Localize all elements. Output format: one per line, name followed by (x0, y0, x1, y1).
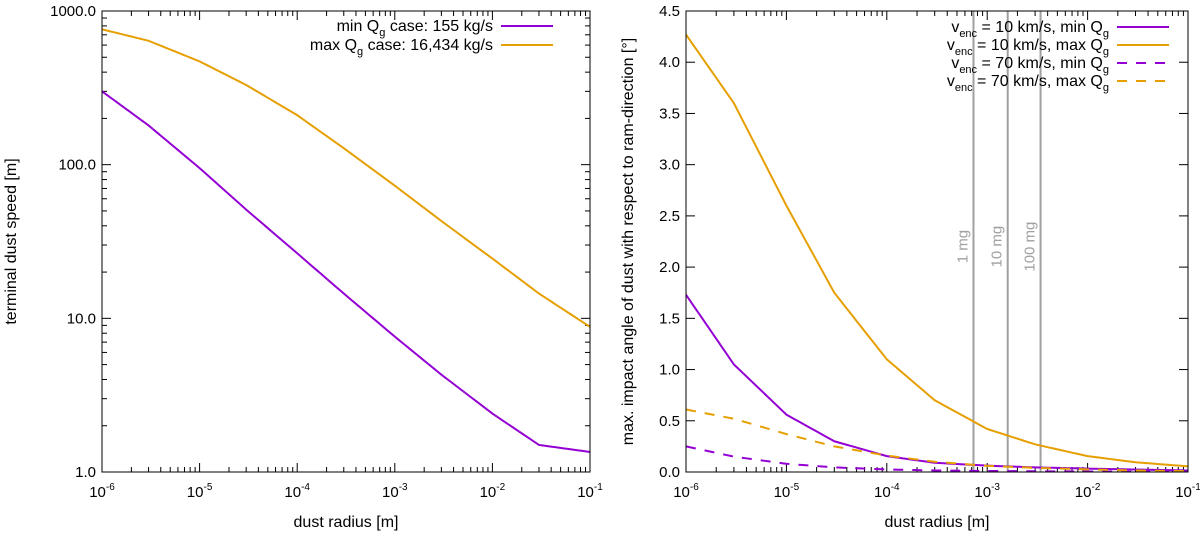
x-tick-label: 10-6 (89, 482, 115, 501)
x-tick-base: 10 (577, 484, 594, 501)
y-tick-label: 3.5 (659, 105, 680, 122)
x-tick-exponent: -3 (991, 482, 1000, 493)
legend-subscript: g (357, 46, 363, 58)
x-tick-label: 10-4 (874, 482, 900, 501)
legend-subscript: enc (955, 82, 973, 94)
x-axis-label: dust radius [m] (885, 514, 990, 531)
marker-label: 100 mg (1022, 222, 1039, 272)
legend-label: max Qg case: 16,434 kg/s (310, 37, 493, 58)
legend-label: venc = 70 km/s, max Qg (947, 73, 1109, 94)
y-tick-label: 0.5 (659, 413, 680, 430)
legend-subscript: g (1103, 64, 1109, 76)
legend-text: v (951, 19, 959, 36)
series-3-line (686, 408, 1188, 472)
y-axis-label: max. impact angle of dust with respect t… (620, 38, 637, 445)
x-tick-base: 10 (382, 484, 399, 501)
y-tick-label: 1.0 (659, 362, 680, 379)
legend-text: v (947, 37, 955, 54)
legend-subscript: enc (959, 64, 977, 76)
x-tick-exponent: -4 (891, 482, 900, 493)
legend-subscript: enc (959, 28, 977, 40)
x-tick-exponent: -1 (1192, 482, 1200, 493)
x-tick-label: 10-3 (382, 482, 408, 501)
x-tick-base: 10 (187, 484, 204, 501)
legend-label: venc = 70 km/s, min Qg (951, 55, 1109, 76)
y-tick-label: 2.5 (659, 208, 680, 225)
x-tick-label: 10-5 (774, 482, 800, 501)
y-tick-label: 3.0 (659, 157, 680, 174)
legend-subscript: g (1103, 82, 1109, 94)
legend-text: min Q (337, 18, 380, 35)
x-tick-base: 10 (480, 484, 497, 501)
legend-text: = 10 km/s, min Q (977, 19, 1103, 36)
legend-subscript: g (1103, 28, 1109, 40)
legend-text: v (947, 73, 955, 90)
x-tick-exponent: -1 (594, 482, 603, 493)
legend-label: venc = 10 km/s, min Qg (951, 19, 1109, 40)
x-tick-base: 10 (874, 484, 891, 501)
x-tick-base: 10 (1175, 484, 1192, 501)
y-tick-label: 1.0 (75, 464, 96, 481)
x-tick-label: 10-4 (284, 482, 310, 501)
legend-subscript: enc (955, 46, 973, 58)
x-tick-exponent: -5 (790, 482, 799, 493)
y-tick-label: 10.0 (67, 310, 96, 327)
x-tick-base: 10 (774, 484, 791, 501)
marker-label: 10 mg (989, 226, 1006, 268)
legend-subscript: g (1103, 46, 1109, 58)
legend-label: venc = 10 km/s, max Qg (947, 37, 1109, 58)
x-tick-base: 10 (1075, 484, 1092, 501)
y-tick-label: 2.0 (659, 259, 680, 276)
x-tick-exponent: -4 (301, 482, 310, 493)
y-tick-label: 1.5 (659, 310, 680, 327)
legend-text: = 70 km/s, min Q (977, 55, 1103, 72)
legend-label: min Qg case: 155 kg/s (337, 18, 493, 39)
x-tick-exponent: -6 (106, 482, 115, 493)
legend-text: case: 16,434 kg/s (363, 37, 493, 54)
legend-text: = 10 km/s, max Q (973, 37, 1103, 54)
y-tick-label: 1000.0 (50, 3, 96, 20)
series-0-line (102, 90, 590, 453)
x-axis-label: dust radius [m] (294, 514, 399, 531)
legend-text: v (951, 55, 959, 72)
x-tick-label: 10-2 (1075, 482, 1101, 501)
legend-text: case: 155 kg/s (385, 18, 493, 35)
x-tick-label: 10-1 (1175, 482, 1200, 501)
chart-right-impact-angle: 10-6 10-5 10-4 10-3 10-2 10-10.00.51.01.52.02… (620, 3, 1200, 531)
y-tick-label: 4.0 (659, 54, 680, 71)
y-tick-label: 4.5 (659, 3, 680, 20)
x-tick-base: 10 (673, 484, 690, 501)
series-1-line (686, 33, 1188, 468)
x-tick-exponent: -5 (203, 482, 212, 493)
plot-frame (685, 10, 1189, 473)
y-axis-label: terminal dust speed [m] (3, 158, 20, 324)
y-tick-label: 0.0 (659, 464, 680, 481)
x-tick-exponent: -2 (1091, 482, 1100, 493)
chart-left-terminal-speed: 10-6 10-5 10-4 10-3 10-2 10-11.010.0100.01000… (3, 3, 603, 531)
series-1-line (102, 28, 590, 328)
legend-text: max Q (310, 37, 357, 54)
series-0-line (686, 294, 1188, 472)
x-tick-label: 10-6 (673, 482, 699, 501)
plot-frame (101, 10, 591, 473)
x-tick-label: 10-1 (577, 482, 603, 501)
x-tick-exponent: -6 (690, 482, 699, 493)
marker-label: 1 mg (954, 230, 971, 263)
legend-subscript: g (379, 27, 385, 39)
x-tick-label: 10-5 (187, 482, 213, 501)
x-tick-base: 10 (974, 484, 991, 501)
x-tick-exponent: -2 (496, 482, 505, 493)
x-tick-label: 10-3 (974, 482, 1000, 501)
x-tick-base: 10 (284, 484, 301, 501)
x-tick-label: 10-2 (480, 482, 506, 501)
x-tick-exponent: -3 (399, 482, 408, 493)
y-tick-label: 100.0 (58, 157, 96, 174)
x-tick-base: 10 (89, 484, 106, 501)
legend-text: = 70 km/s, max Q (973, 73, 1103, 90)
